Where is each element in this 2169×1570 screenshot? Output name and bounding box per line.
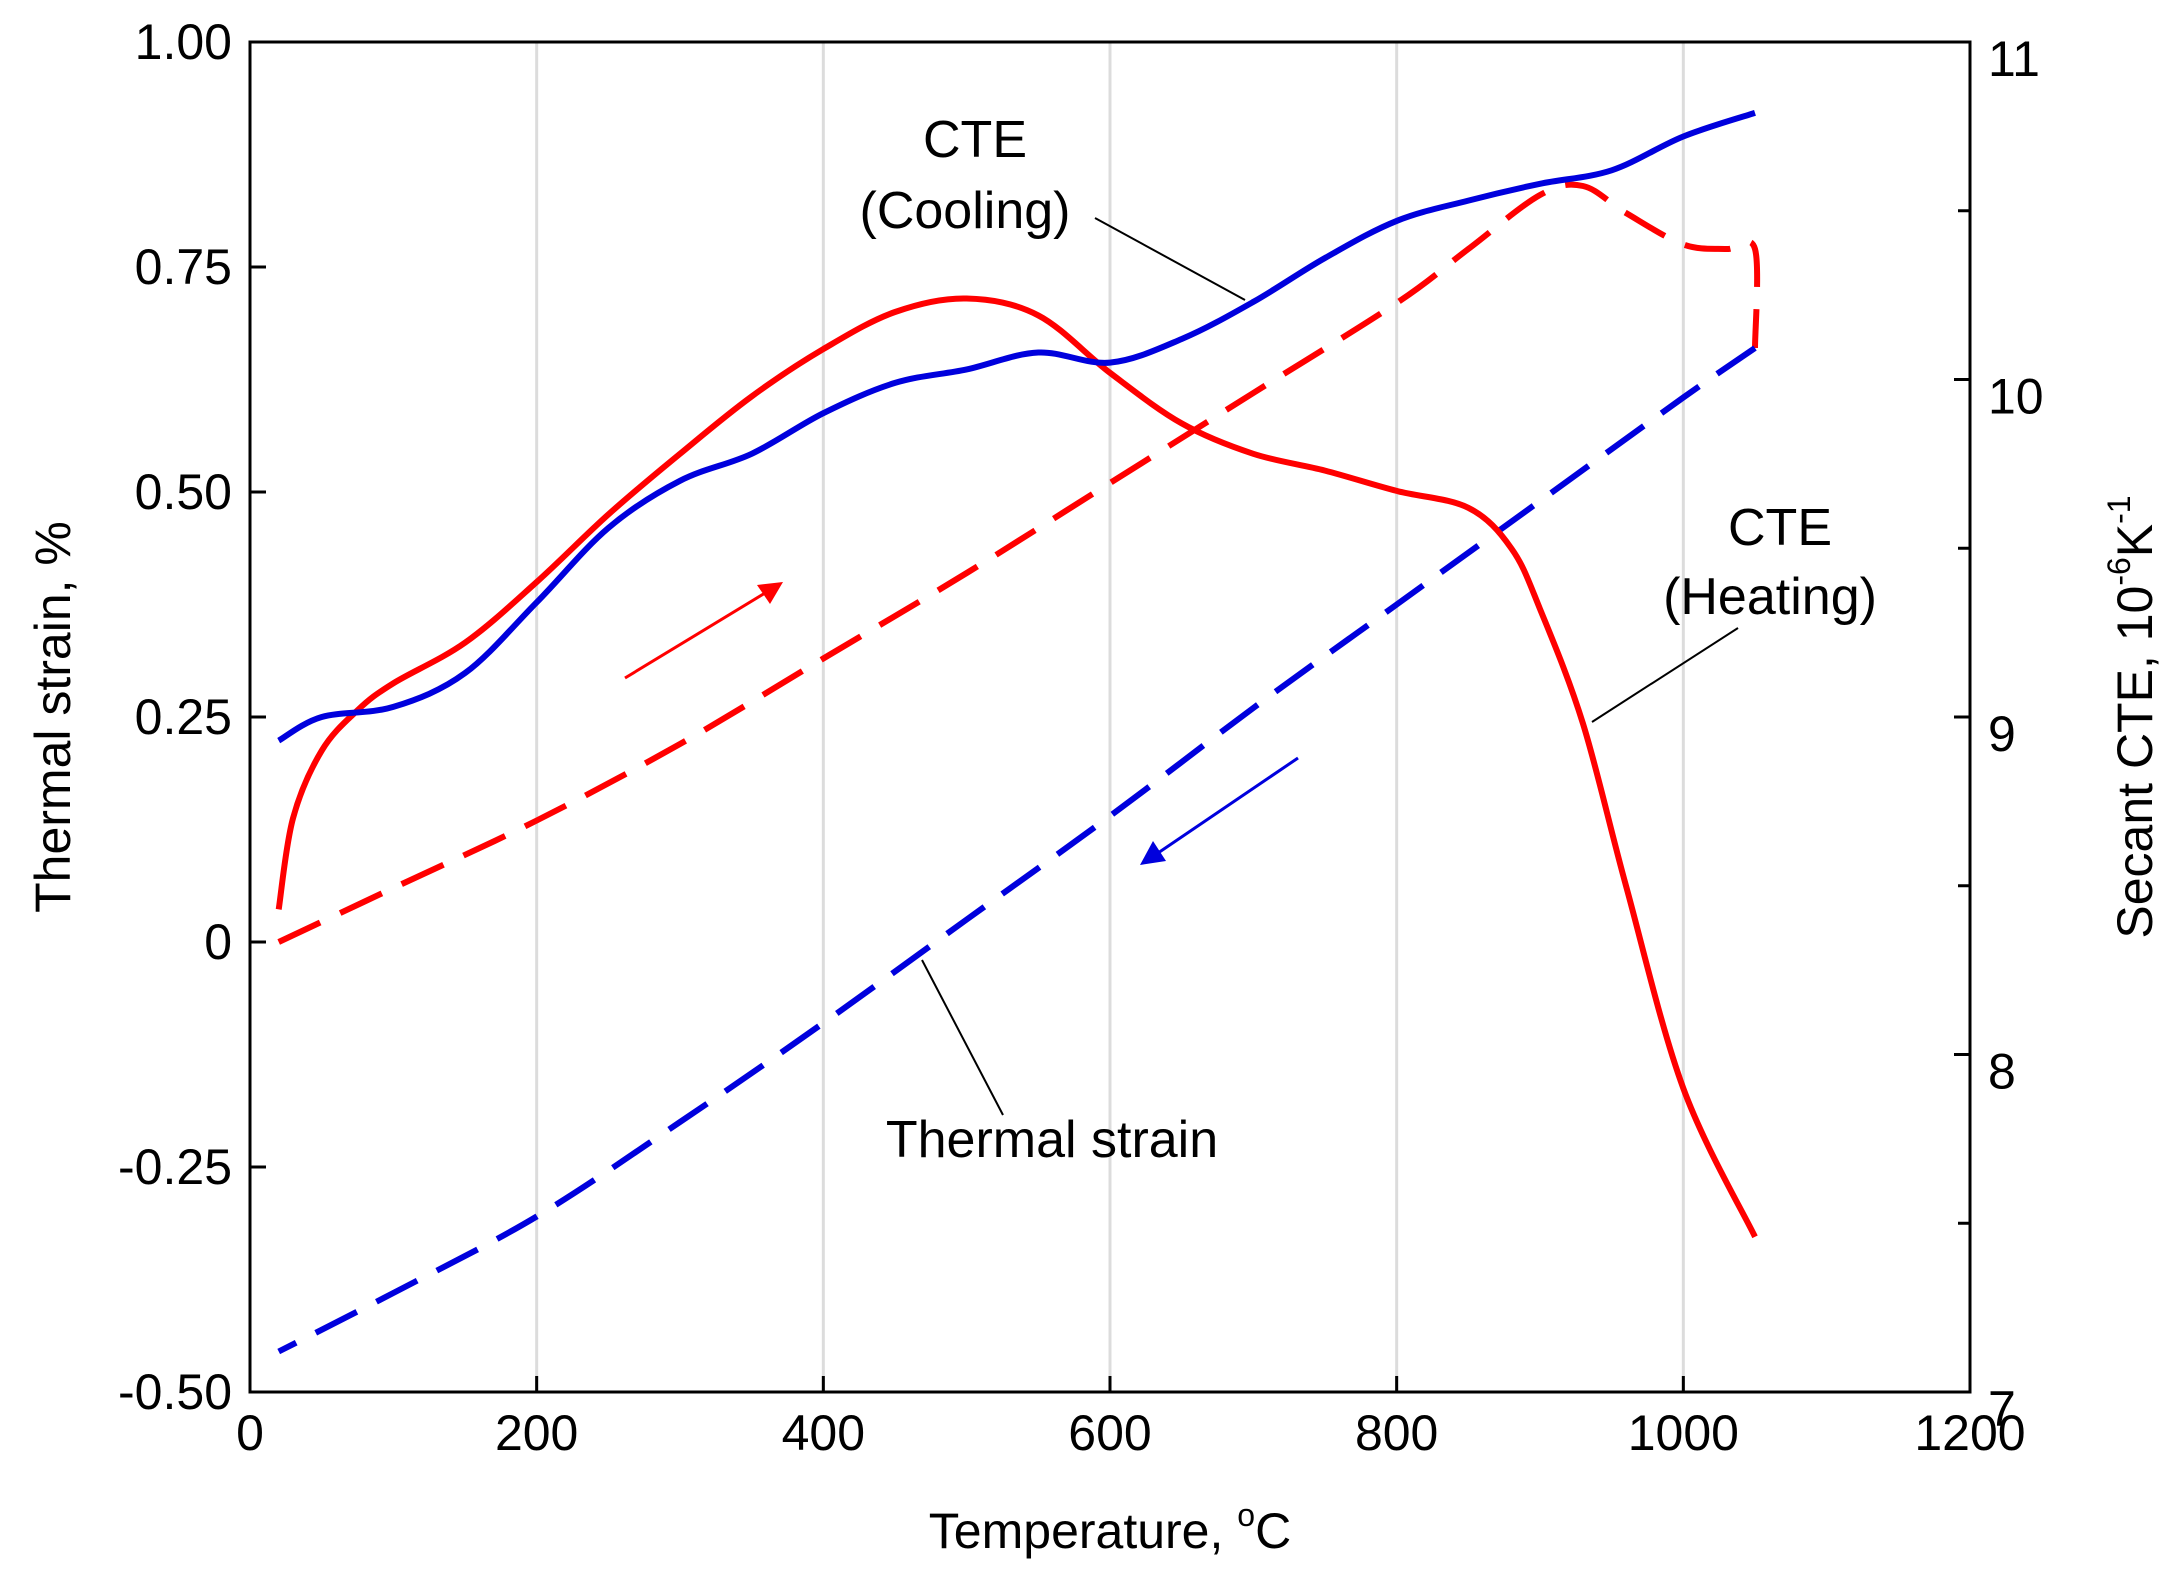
cte-heating-leader bbox=[1591, 627, 1739, 723]
axis-ticks: 0 200 400 600 800 1000 1200 -0.50 -0.25 0 0.25 0.50… bbox=[118, 14, 2044, 1461]
y-right-tick-label: 8 bbox=[1988, 1044, 2016, 1100]
x-tick-label: 200 bbox=[495, 1405, 578, 1461]
x-tick-label: 800 bbox=[1355, 1405, 1438, 1461]
y-left-tick-label: -0.25 bbox=[118, 1139, 232, 1195]
y-left-tick-label: 0 bbox=[204, 914, 232, 970]
y-axis-right-title: Secant CTE, 10-6K-1 bbox=[2101, 495, 2163, 938]
x-tick-label: 600 bbox=[1068, 1405, 1151, 1461]
y-right-tick-label: 9 bbox=[1988, 706, 2016, 762]
y-left-tick-label: 0.25 bbox=[135, 689, 232, 745]
thermal-strain-label: Thermal strain bbox=[886, 1111, 1218, 1169]
series-cte-cooling-line bbox=[277, 110, 1756, 744]
series-strain-cooling-line bbox=[277, 345, 1757, 1355]
thermal-strain-leader bbox=[921, 959, 1004, 1116]
x-tick-label: 0 bbox=[236, 1405, 264, 1461]
data-series bbox=[275, 110, 1761, 1355]
annotations bbox=[624, 217, 1739, 1116]
series-cte-heating-line bbox=[275, 295, 1758, 1239]
cte-cooling-leader bbox=[1094, 217, 1246, 301]
cte-cooling-label-line2: (Cooling) bbox=[860, 182, 1071, 240]
y-right-tick-label: 11 bbox=[1988, 31, 2040, 87]
cooling-arrow bbox=[1140, 756, 1299, 865]
x-axis-title: Temperature, oC bbox=[929, 1497, 1291, 1559]
y-left-tick-label: 0.75 bbox=[135, 239, 232, 295]
x-tick-label: 400 bbox=[782, 1405, 865, 1461]
cte-heating-label-line2: (Heating) bbox=[1663, 568, 1877, 626]
y-left-tick-label: 0.50 bbox=[135, 464, 232, 520]
y-left-tick-label: 1.00 bbox=[135, 14, 232, 70]
x-tick-label: 1200 bbox=[1914, 1405, 2025, 1461]
x-tick-label: 1000 bbox=[1628, 1405, 1739, 1461]
y-right-tick-label: 10 bbox=[1988, 369, 2044, 425]
cte-cooling-label-line1: CTE bbox=[923, 111, 1027, 169]
series-strain-heating-line bbox=[277, 181, 1761, 945]
grid-lines bbox=[535, 42, 1685, 1392]
y-right-tick-label: 7 bbox=[1988, 1381, 2016, 1437]
y-left-tick-label: -0.50 bbox=[118, 1364, 232, 1420]
y-axis-left-title: Thermal strain, % bbox=[25, 521, 81, 913]
cte-heating-label-line1: CTE bbox=[1728, 499, 1832, 557]
heating-arrow bbox=[624, 582, 783, 680]
